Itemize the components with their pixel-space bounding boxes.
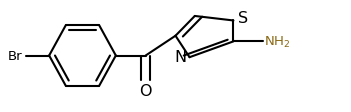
Text: O: O — [139, 83, 152, 98]
Text: S: S — [238, 11, 248, 25]
Text: Br: Br — [8, 50, 23, 62]
Text: NH$_2$: NH$_2$ — [264, 34, 291, 50]
Text: N: N — [174, 49, 187, 64]
